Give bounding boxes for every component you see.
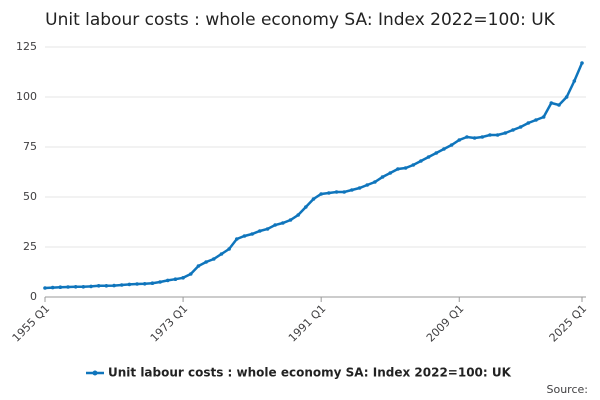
- point: [135, 282, 139, 286]
- point: [557, 103, 561, 107]
- point: [541, 115, 546, 119]
- point: [511, 128, 515, 132]
- point: [334, 190, 339, 194]
- point: [388, 171, 393, 175]
- point: [396, 167, 400, 171]
- point: [288, 218, 293, 222]
- x-tick-label: 1991 Q1: [286, 302, 329, 345]
- point: [265, 227, 270, 231]
- point: [495, 133, 500, 137]
- point: [219, 252, 224, 256]
- point: [457, 138, 462, 142]
- point: [411, 163, 416, 167]
- point: [50, 285, 55, 290]
- y-tick-label: 100: [16, 90, 37, 103]
- point: [173, 277, 178, 282]
- point: [296, 213, 300, 217]
- point: [43, 286, 47, 290]
- point: [181, 276, 185, 280]
- point: [66, 285, 70, 289]
- point: [526, 121, 531, 125]
- point: [196, 264, 201, 268]
- point: [534, 118, 538, 122]
- chart-title: Unit labour costs : whole economy SA: In…: [45, 10, 556, 30]
- point: [250, 232, 254, 236]
- point: [564, 95, 569, 99]
- point: [357, 186, 362, 190]
- y-tick-label: 50: [23, 190, 37, 203]
- point: [273, 223, 277, 227]
- point: [234, 237, 239, 241]
- source: Source:: [547, 383, 589, 396]
- point: [373, 180, 377, 184]
- point: [311, 197, 316, 201]
- point: [227, 247, 231, 251]
- point: [158, 280, 162, 284]
- point: [472, 136, 477, 140]
- y-tick-label: 0: [30, 290, 37, 303]
- point: [449, 143, 454, 147]
- point: [572, 79, 577, 83]
- point: [480, 135, 485, 139]
- point: [150, 281, 155, 286]
- point: [434, 151, 439, 155]
- point: [81, 285, 86, 289]
- point: [319, 192, 323, 196]
- point: [165, 278, 170, 283]
- point: [258, 229, 262, 233]
- y-tick-label: 25: [23, 240, 37, 253]
- legend-label: Unit labour costs : whole economy SA: In…: [108, 366, 512, 380]
- point: [488, 133, 492, 137]
- point: [403, 166, 408, 170]
- x-tick-label: 2025 Q1: [547, 302, 590, 345]
- legend-dot: [92, 370, 98, 376]
- x-tick-label: 2009 Q1: [424, 302, 467, 345]
- point: [58, 285, 63, 290]
- point: [211, 257, 216, 261]
- point: [426, 155, 431, 159]
- point: [112, 283, 116, 288]
- point: [518, 125, 523, 129]
- point: [119, 283, 124, 287]
- point: [503, 131, 508, 135]
- x-tick-label: 1955 Q1: [10, 302, 53, 345]
- point: [73, 285, 78, 289]
- point: [127, 282, 132, 287]
- point: [465, 135, 469, 139]
- point: [365, 183, 370, 187]
- point: [342, 190, 346, 194]
- point: [580, 61, 584, 65]
- y-tick-label: 75: [23, 140, 37, 153]
- point: [142, 282, 147, 286]
- x-tick-label: 1973 Q1: [148, 302, 191, 345]
- point: [281, 221, 285, 225]
- point: [327, 191, 331, 195]
- point: [89, 284, 93, 289]
- point: [380, 175, 385, 179]
- point: [188, 272, 193, 276]
- point: [242, 234, 247, 238]
- point: [304, 205, 308, 209]
- point: [204, 260, 208, 264]
- point: [104, 284, 109, 288]
- point: [419, 159, 423, 163]
- point: [442, 147, 446, 151]
- point: [96, 284, 101, 288]
- point: [350, 188, 354, 192]
- point: [549, 101, 554, 105]
- y-tick-label: 125: [16, 40, 37, 53]
